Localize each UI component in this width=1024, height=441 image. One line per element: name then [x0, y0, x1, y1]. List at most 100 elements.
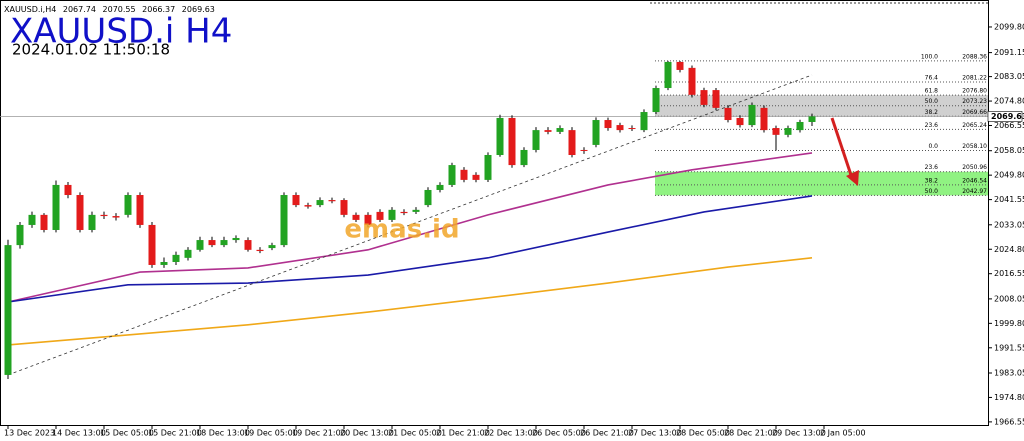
candle-body — [496, 117, 504, 156]
y-tick-label: 1966.55 — [994, 417, 1024, 426]
fib-price: 2058.10 — [962, 143, 987, 150]
x-tick-label: 19 Dec 05:00 — [244, 429, 298, 438]
candle-body — [604, 120, 612, 129]
fib-level: 23.6 — [925, 164, 939, 171]
candle-body — [316, 200, 324, 206]
y-tick-label: 2099.80 — [994, 22, 1024, 31]
moving-average — [7, 257, 813, 346]
candle-body — [640, 112, 648, 131]
price-tag: 2069.63 — [991, 112, 1024, 121]
candle-body — [388, 209, 396, 220]
candle-body — [88, 214, 96, 230]
candle-body — [52, 184, 60, 230]
x-tick-label: 13 Dec 2023 — [4, 429, 55, 438]
y-tick-label: 1974.80 — [994, 393, 1024, 402]
candle-body — [556, 128, 564, 132]
y-tick-label: 2024.80 — [994, 245, 1024, 254]
x-tick-label: 22 Dec 13:00 — [484, 429, 538, 438]
fib-level: 0.0 — [928, 143, 938, 150]
candle-body — [424, 189, 432, 206]
candle-body — [592, 120, 600, 145]
x-tick-label: 2 Jan 05:00 — [820, 429, 866, 438]
candle-body — [676, 61, 684, 70]
fib-price: 2081.22 — [962, 75, 987, 82]
x-tick-label: 19 Dec 21:00 — [292, 429, 346, 438]
fib-level: 23.6 — [925, 122, 939, 129]
candle-body — [580, 149, 588, 151]
x-tick-label: 15 Dec 21:00 — [148, 429, 202, 438]
candle-body — [280, 195, 288, 246]
candle-body — [784, 128, 792, 135]
candle-body — [568, 130, 576, 156]
candle-body — [448, 165, 456, 185]
x-tick-label: 26 Dec 21:00 — [580, 429, 634, 438]
candle-body — [208, 240, 216, 246]
candle-body — [460, 169, 468, 180]
candle-body — [532, 130, 540, 150]
arrow-head — [846, 170, 859, 186]
candle-body — [28, 214, 36, 225]
candle-body — [664, 61, 672, 89]
fib-level: 50.0 — [925, 188, 939, 195]
low-price: 2066.37 — [142, 5, 175, 14]
candle-body — [172, 254, 180, 262]
candle-body — [652, 88, 660, 113]
fib-zone — [655, 95, 988, 117]
y-tick-label: 2016.55 — [994, 269, 1024, 278]
candle-body — [148, 224, 156, 265]
candle-body — [544, 130, 552, 132]
candle-body — [328, 200, 336, 202]
watermark: emas.id — [344, 215, 459, 245]
candle-body — [196, 240, 204, 250]
candle-body — [436, 184, 444, 190]
candle-body — [748, 104, 756, 126]
candle-body — [232, 237, 240, 241]
candle-body — [772, 128, 780, 135]
candle-body — [508, 117, 516, 166]
candle-body — [616, 125, 624, 131]
x-tick-label: 15 Dec 05:00 — [100, 429, 154, 438]
y-tick-label: 2033.05 — [994, 220, 1024, 229]
candle-body — [40, 214, 48, 230]
price-tag-box — [987, 111, 1023, 122]
candle-body — [400, 211, 408, 214]
fib-zone — [655, 171, 988, 196]
candle-body — [220, 240, 228, 246]
fib-price: 2042.97 — [962, 188, 987, 195]
candle-body — [244, 240, 252, 250]
candle-body — [760, 107, 768, 131]
candle-body — [292, 195, 300, 206]
candle-body — [796, 121, 804, 131]
candle-body — [352, 214, 360, 220]
candle-body — [184, 249, 192, 258]
open-price: 2067.74 — [63, 5, 96, 14]
y-tick-label: 1991.55 — [994, 343, 1024, 352]
candle-body — [160, 261, 168, 265]
y-tick-label: 2008.05 — [994, 294, 1024, 303]
candle-body — [700, 90, 708, 105]
y-tick-label: 2041.55 — [994, 195, 1024, 204]
candle-body — [724, 107, 732, 121]
candle-body — [376, 211, 384, 220]
trend-line — [7, 74, 813, 376]
candle-body — [304, 205, 312, 207]
fib-level: 61.8 — [925, 88, 939, 95]
x-tick-label: 21 Dec 05:00 — [388, 429, 442, 438]
x-tick-label: 28 Dec 21:00 — [724, 429, 778, 438]
arrow-shaft — [830, 117, 854, 179]
x-tick-label: 28 Dec 05:00 — [676, 429, 730, 438]
y-tick-label: 2074.80 — [994, 97, 1024, 106]
chart-subtitle: 2024.01.02 11:50:18 — [12, 41, 170, 59]
y-tick-label: 2066.55 — [994, 121, 1024, 130]
candle-body — [340, 200, 348, 215]
candle-body — [808, 116, 816, 122]
candle-body — [412, 209, 420, 212]
candle-body — [472, 174, 480, 180]
fib-price: 2065.24 — [962, 122, 987, 129]
x-tick-label: 29 Dec 13:00 — [772, 429, 826, 438]
candle-body — [688, 67, 696, 95]
candle-body — [628, 128, 636, 130]
fib-level: 38.2 — [925, 177, 939, 184]
fib-level: 100.0 — [921, 53, 938, 60]
candle-body — [4, 245, 12, 375]
